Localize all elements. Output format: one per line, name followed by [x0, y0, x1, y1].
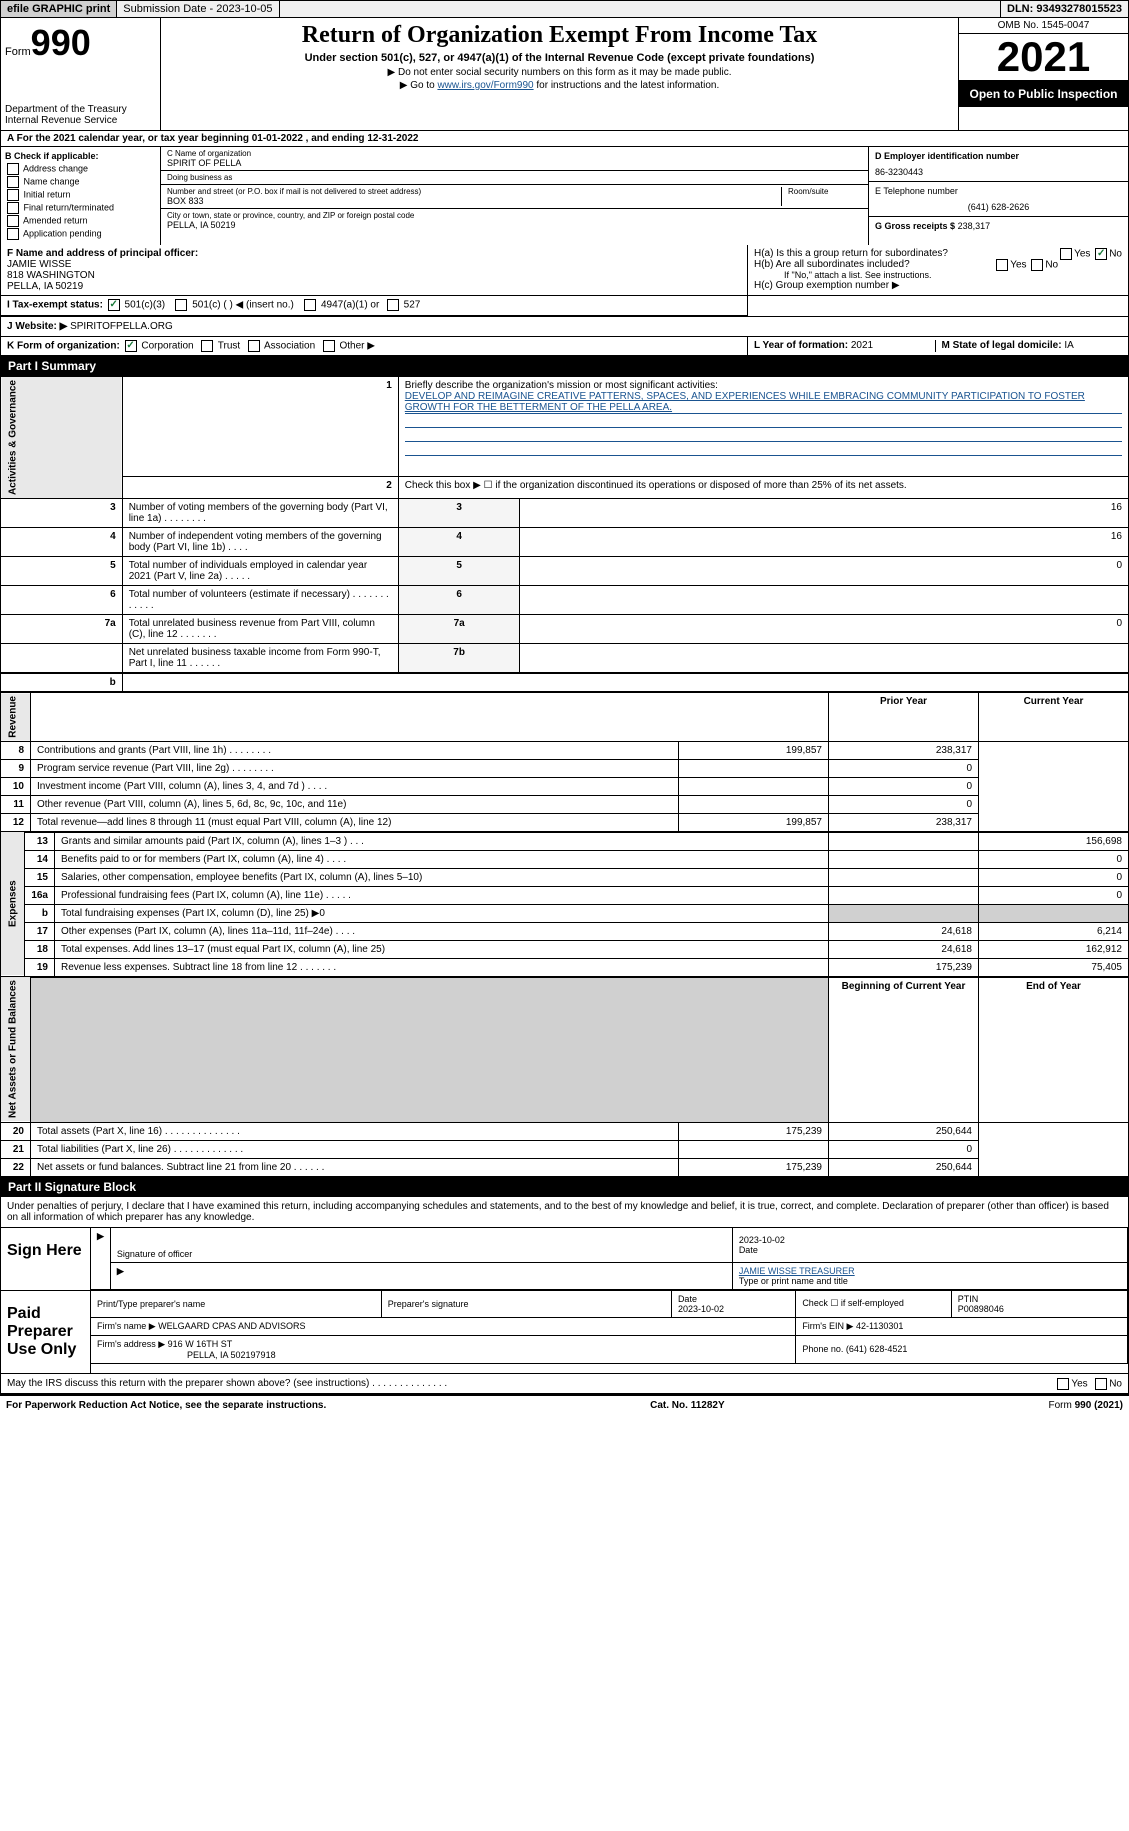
section-bcd: B Check if applicable: Address change Na…	[0, 147, 1129, 245]
table-row: 15Salaries, other compensation, employee…	[1, 868, 1129, 886]
officer-city: PELLA, IA 50219	[7, 281, 741, 292]
rev-label: Revenue	[1, 693, 31, 742]
table-row: 16aProfessional fundraising fees (Part I…	[1, 886, 1129, 904]
officer-name-title: JAMIE WISSE TREASURER	[739, 1266, 1121, 1276]
net-label: Net Assets or Fund Balances	[1, 977, 31, 1122]
ptin: P00898046	[958, 1304, 1004, 1314]
firm-ein: 42-1130301	[856, 1321, 903, 1331]
irs-link[interactable]: www.irs.gov/Form990	[437, 80, 533, 91]
section-c: C Name of organization SPIRIT OF PELLA D…	[161, 147, 868, 245]
efile-button[interactable]: efile GRAPHIC print	[1, 1, 117, 17]
gov-label: Activities & Governance	[1, 377, 123, 499]
table-row: Expenses13Grants and similar amounts pai…	[1, 832, 1129, 850]
form-number: Form990	[5, 22, 156, 64]
paid-preparer-label: Paid Preparer Use Only	[1, 1291, 91, 1373]
website: SPIRITOFPELLA.ORG	[70, 321, 173, 332]
revenue-table: Revenue Prior Year Current Year 8Contrib…	[0, 692, 1129, 832]
table-row: 17Other expenses (Part IX, column (A), l…	[1, 922, 1129, 940]
table-row: 10Investment income (Part VIII, column (…	[1, 777, 1129, 795]
dept-label: Department of the Treasury Internal Reve…	[5, 104, 156, 126]
table-row: 6Total number of volunteers (estimate if…	[1, 586, 1129, 615]
table-row: 21Total liabilities (Part X, line 26) . …	[1, 1140, 1129, 1158]
part2-header: Part II Signature Block	[0, 1177, 1129, 1197]
section-j: J Website: ▶ SPIRITOFPELLA.ORG	[0, 317, 1129, 337]
mission-text: DEVELOP AND REIMAGINE CREATIVE PATTERNS,…	[405, 391, 1122, 414]
submission-date: Submission Date - 2023-10-05	[117, 1, 279, 17]
table-row: 11Other revenue (Part VIII, column (A), …	[1, 795, 1129, 813]
penalty-text: Under penalties of perjury, I declare th…	[0, 1197, 1129, 1228]
table-row: 8Contributions and grants (Part VIII, li…	[1, 741, 1129, 759]
paid-preparer-block: Paid Preparer Use Only Print/Type prepar…	[0, 1291, 1129, 1374]
table-row: 4Number of independent voting members of…	[1, 528, 1129, 557]
table-row: 9Program service revenue (Part VIII, lin…	[1, 759, 1129, 777]
table-row: 22Net assets or fund balances. Subtract …	[1, 1158, 1129, 1176]
netassets-table: Net Assets or Fund Balances Beginning of…	[0, 977, 1129, 1177]
ein: 86-3230443	[875, 167, 1122, 177]
city: PELLA, IA 50219	[167, 220, 862, 230]
sign-here-block: Sign Here ▶ Signature of officer 2023-10…	[0, 1228, 1129, 1291]
table-row: 5Total number of individuals employed in…	[1, 557, 1129, 586]
section-b: B Check if applicable: Address change Na…	[1, 147, 161, 245]
table-row: 3Number of voting members of the governi…	[1, 499, 1129, 528]
form-header: Form990 Department of the Treasury Inter…	[0, 18, 1129, 131]
org-name: SPIRIT OF PELLA	[167, 158, 862, 168]
top-bar: efile GRAPHIC print Submission Date - 20…	[0, 0, 1129, 18]
section-d: D Employer identification number 86-3230…	[868, 147, 1128, 245]
section-a: A For the 2021 calendar year, or tax yea…	[0, 131, 1129, 147]
officer-name: JAMIE WISSE	[7, 259, 741, 270]
table-row: 12Total revenue—add lines 8 through 11 (…	[1, 813, 1129, 831]
instruction-2: ▶ Go to www.irs.gov/Form990 for instruct…	[165, 80, 954, 91]
phone: (641) 628-2626	[875, 202, 1122, 212]
firm-phone: (641) 628-4521	[846, 1344, 908, 1354]
table-row: Net unrelated business taxable income fr…	[1, 644, 1129, 674]
firm-name: WELGAARD CPAS AND ADVISORS	[158, 1321, 305, 1331]
street: BOX 833	[167, 196, 775, 206]
sign-here-label: Sign Here	[1, 1228, 91, 1290]
instruction-1: ▶ Do not enter social security numbers o…	[165, 67, 954, 78]
table-row: 19Revenue less expenses. Subtract line 1…	[1, 958, 1129, 976]
firm-addr: 916 W 16TH ST	[168, 1339, 233, 1349]
part1-summary-table: Activities & Governance 1 Briefly descri…	[0, 376, 1129, 692]
table-row: 14Benefits paid to or for members (Part …	[1, 850, 1129, 868]
section-fh: F Name and address of principal officer:…	[0, 245, 1129, 296]
table-row: 20Total assets (Part X, line 16) . . . .…	[1, 1122, 1129, 1140]
section-ij: I Tax-exempt status: 501(c)(3) 501(c) ( …	[0, 296, 1129, 317]
table-row: bTotal fundraising expenses (Part IX, co…	[1, 904, 1129, 922]
discuss-row: May the IRS discuss this return with the…	[0, 1374, 1129, 1394]
form-title: Return of Organization Exempt From Incom…	[165, 22, 954, 49]
section-klm: K Form of organization: Corporation Trus…	[0, 337, 1129, 356]
dln: DLN: 93493278015523	[1000, 1, 1128, 17]
open-public-label: Open to Public Inspection	[959, 81, 1128, 107]
table-row: 7aTotal unrelated business revenue from …	[1, 615, 1129, 644]
officer-addr: 818 WASHINGTON	[7, 270, 741, 281]
table-row: 18Total expenses. Add lines 13–17 (must …	[1, 940, 1129, 958]
gross-receipts: 238,317	[958, 221, 991, 231]
page-footer: For Paperwork Reduction Act Notice, see …	[0, 1394, 1129, 1415]
expense-table: Expenses13Grants and similar amounts pai…	[0, 832, 1129, 977]
state-domicile: IA	[1064, 340, 1073, 351]
year-formation: 2021	[851, 340, 873, 351]
omb-number: OMB No. 1545-0047	[959, 18, 1128, 34]
tax-year: 2021	[959, 34, 1128, 81]
form-subtitle: Under section 501(c), 527, or 4947(a)(1)…	[165, 52, 954, 64]
part1-header: Part I Summary	[0, 356, 1129, 376]
